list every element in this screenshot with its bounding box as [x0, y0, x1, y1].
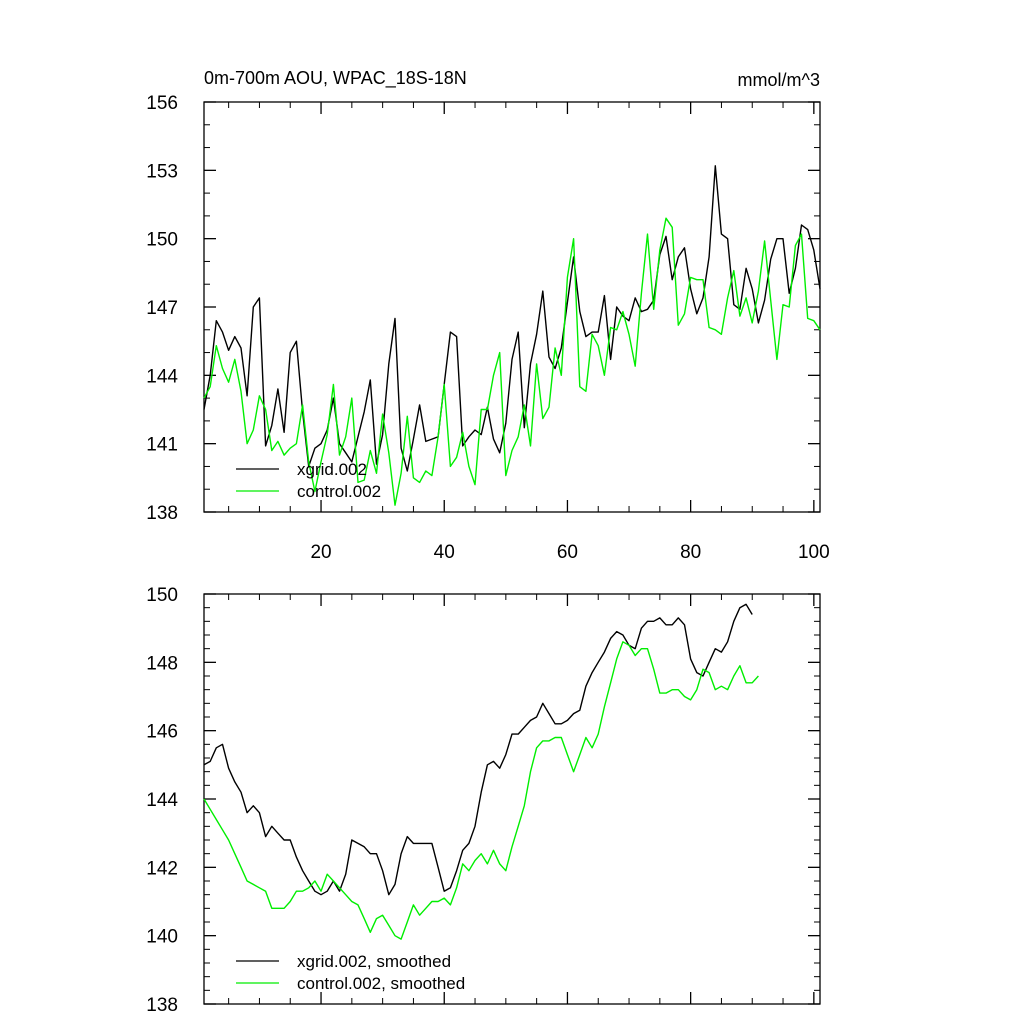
top-legend: xgrid.002 control.002 [236, 460, 381, 501]
bottom-plot-frame [203, 593, 821, 1005]
y-tick-label: 153 [146, 161, 178, 182]
y-tick-label: 138 [146, 995, 178, 1016]
top-panel: 0m-700m AOU, WPAC_18S-18N mmol/m^3 138 14… [146, 68, 829, 563]
x-tick-label: 20 [310, 542, 331, 563]
x-tick-label: 80 [680, 542, 701, 563]
legend-label-xgrid-smoothed: xgrid.002, smoothed [297, 952, 451, 971]
y-tick-label: 142 [146, 858, 178, 879]
y-tick-label: 150 [146, 585, 178, 606]
x-tick-label: 40 [434, 542, 455, 563]
x-tick-label: 100 [798, 542, 830, 563]
y-tick-label: 148 [146, 653, 178, 674]
units-label: mmol/m^3 [738, 70, 820, 90]
y-tick-label: 138 [146, 503, 178, 524]
series-line-control-002 [203, 217, 821, 506]
top-plot-frame [203, 101, 821, 513]
series-line-xgrid-002 [203, 165, 821, 472]
y-tick-label: 156 [146, 93, 178, 114]
bottom-series [203, 603, 759, 940]
y-tick-label: 150 [146, 230, 178, 251]
bottom-legend: xgrid.002, smoothed control.002, smoothe… [236, 952, 465, 993]
x-tick-label: 60 [557, 542, 578, 563]
top-axes: 138 141 144 147 150 153 156 20 40 60 80 100 [146, 93, 829, 563]
y-tick-label: 146 [146, 722, 178, 743]
bottom-panel: 138 140 142 144 146 148 150 xgrid.002, smoothe… [146, 585, 821, 1016]
top-series [203, 165, 821, 506]
chart-title: 0m-700m AOU, WPAC_18S-18N [204, 68, 467, 89]
y-tick-label: 147 [146, 298, 178, 319]
bottom-axes: 138 140 142 144 146 148 150 [146, 585, 820, 1016]
legend-label-control-smoothed: control.002, smoothed [297, 974, 465, 993]
y-tick-label: 144 [146, 790, 178, 811]
legend-label-xgrid: xgrid.002 [297, 460, 367, 479]
y-tick-label: 141 [146, 435, 178, 456]
y-tick-label: 144 [146, 366, 178, 387]
series-line-control-002-smoothed [203, 641, 759, 940]
series-line-xgrid-002-smoothed [203, 603, 753, 896]
legend-label-control: control.002 [297, 482, 381, 501]
y-tick-label: 140 [146, 927, 178, 948]
